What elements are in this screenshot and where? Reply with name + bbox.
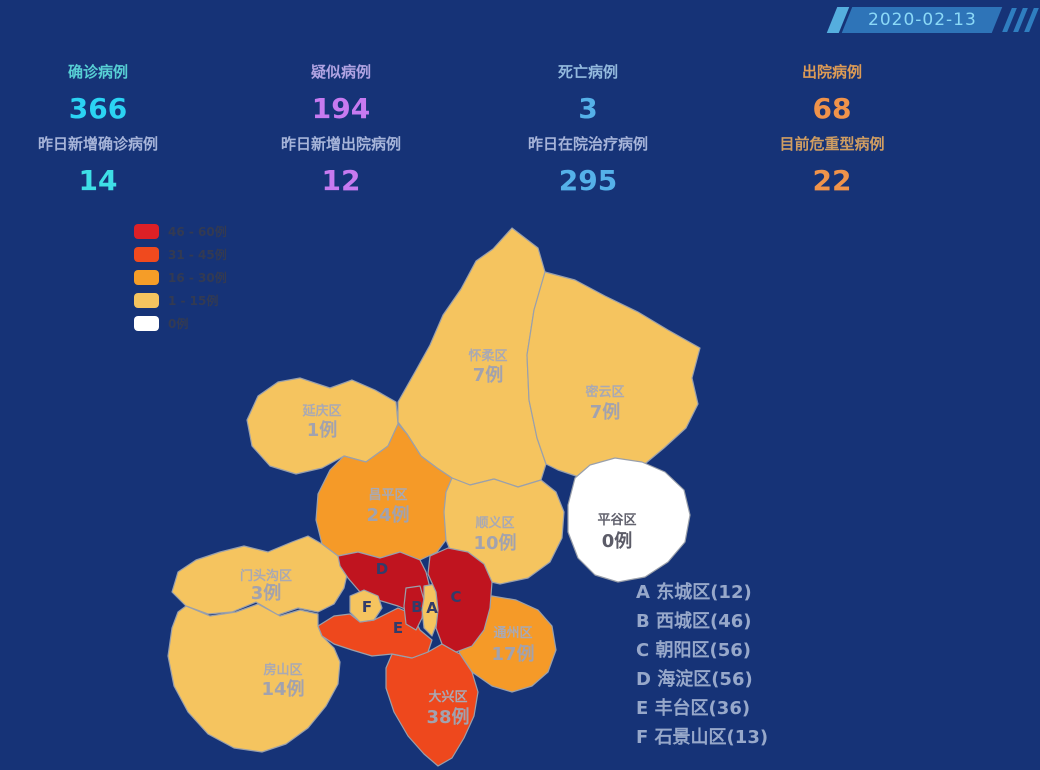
legend-swatch-0-icon <box>134 316 159 331</box>
district-shijingshan[interactable] <box>349 589 383 623</box>
stat-deaths: 死亡病例 3 <box>498 61 678 125</box>
district-chaoyang[interactable] <box>427 547 493 653</box>
label-changping-name: 昌平区 <box>368 488 407 503</box>
stat-in-hospital-value: 295 <box>558 164 618 197</box>
legend-item-46-60[interactable]: 46 - 60例 <box>133 220 227 243</box>
legend-swatch-46-60-icon <box>134 224 159 239</box>
stat-in-hospital: 昨日在院治疗病例 295 <box>498 133 678 197</box>
stat-suspected: 疑似病例 194 <box>251 61 431 125</box>
stat-suspected-value: 194 <box>311 92 371 125</box>
stat-new-confirmed: 昨日新增确诊病例 14 <box>8 133 188 197</box>
legend-label: 16 - 30例 <box>168 271 227 285</box>
legend-label: 46 - 60例 <box>168 225 227 239</box>
label-miyun-cases: 7例 <box>590 401 621 423</box>
district-miyun[interactable] <box>526 271 701 481</box>
legend-label: 31 - 45例 <box>168 248 227 262</box>
legend-label: 0例 <box>168 317 189 331</box>
label-yanqing-cases: 1例 <box>307 419 338 441</box>
list-item-shijingshan: F 石景山区(13) <box>636 727 769 748</box>
marker-fengtai-letter: E <box>393 619 403 637</box>
stat-suspected-label: 疑似病例 <box>310 63 371 81</box>
marker-xicheng-letter: B <box>411 598 422 616</box>
stat-confirmed-value: 366 <box>68 92 128 125</box>
district-fangshan[interactable] <box>167 603 341 753</box>
label-mentougou-name: 门头沟区 <box>240 568 292 584</box>
label-shunyi-name: 顺义区 <box>475 515 514 531</box>
label-fangshan-cases: 14例 <box>261 678 304 700</box>
legend-swatch-31-45-icon <box>134 247 159 262</box>
stat-confirmed: 确诊病例 366 <box>8 61 188 125</box>
stat-discharged-label: 出院病例 <box>801 63 862 81</box>
district-annotation-list: A 东城区(12) B 西城区(46) C 朝阳区(56) D 海淀区(56) … <box>636 578 768 752</box>
district-mentougou[interactable] <box>171 535 349 616</box>
label-tongzhou-cases: 17例 <box>491 643 534 665</box>
stat-confirmed-label: 确诊病例 <box>67 63 128 81</box>
stat-in-hospital-label: 昨日在院治疗病例 <box>527 135 648 153</box>
stat-new-discharged: 昨日新增出院病例 12 <box>251 133 431 197</box>
label-mentougou-cases: 3例 <box>251 582 282 604</box>
marker-haidian-letter: D <box>376 560 388 578</box>
list-item-chaoyang: C 朝阳区(56) <box>636 640 751 661</box>
district-xicheng[interactable] <box>403 585 425 631</box>
label-huairou-cases: 7例 <box>473 364 504 386</box>
legend-swatch-16-30-icon <box>134 270 159 285</box>
stat-discharged: 出院病例 68 <box>742 61 922 125</box>
stat-critical-label: 目前危重型病例 <box>779 135 885 153</box>
marker-dongcheng-letter: A <box>426 599 438 617</box>
stat-deaths-label: 死亡病例 <box>557 63 618 81</box>
label-fangshan-name: 房山区 <box>263 662 302 678</box>
legend-label: 1 - 15例 <box>168 294 219 308</box>
stat-new-discharged-value: 12 <box>321 164 361 197</box>
marker-chaoyang-letter: C <box>450 588 461 606</box>
stat-new-discharged-label: 昨日新增出院病例 <box>280 135 401 153</box>
legend-swatch-1-15-icon <box>134 293 159 308</box>
label-yanqing-name: 延庆区 <box>301 403 341 419</box>
label-shunyi-cases: 10例 <box>473 532 516 554</box>
legend-item-1-15[interactable]: 1 - 15例 <box>133 289 227 312</box>
label-tongzhou-name: 通州区 <box>493 625 532 641</box>
list-item-xicheng: B 西城区(46) <box>636 611 752 632</box>
stat-critical-value: 22 <box>812 164 852 197</box>
label-changping-cases: 24例 <box>366 504 409 526</box>
label-huairou-name: 怀柔区 <box>468 348 507 364</box>
marker-shijingshan-letter: F <box>362 598 372 616</box>
list-item-dongcheng: A 东城区(12) <box>636 582 752 603</box>
stat-discharged-value: 68 <box>812 92 852 125</box>
district-pinggu[interactable] <box>567 457 691 583</box>
label-daxing-cases: 38例 <box>426 706 469 728</box>
map-legend: 46 - 60例 31 - 45例 16 - 30例 1 - 15例 0例 <box>133 220 227 335</box>
district-daxing[interactable] <box>385 643 479 767</box>
stat-critical: 目前危重型病例 22 <box>742 133 922 197</box>
label-miyun-name: 密云区 <box>584 384 624 400</box>
list-item-fengtai: E 丰台区(36) <box>636 698 751 719</box>
label-daxing-name: 大兴区 <box>428 689 467 705</box>
label-pinggu-name: 平谷区 <box>597 512 636 528</box>
legend-item-16-30[interactable]: 16 - 30例 <box>133 266 227 289</box>
stat-new-confirmed-value: 14 <box>78 164 118 197</box>
legend-item-0[interactable]: 0例 <box>133 312 227 335</box>
stat-deaths-value: 3 <box>578 92 598 125</box>
legend-item-31-45[interactable]: 31 - 45例 <box>133 243 227 266</box>
list-item-haidian: D 海淀区(56) <box>636 669 753 690</box>
stat-new-confirmed-label: 昨日新增确诊病例 <box>37 135 158 153</box>
label-pinggu-cases: 0例 <box>602 530 633 552</box>
